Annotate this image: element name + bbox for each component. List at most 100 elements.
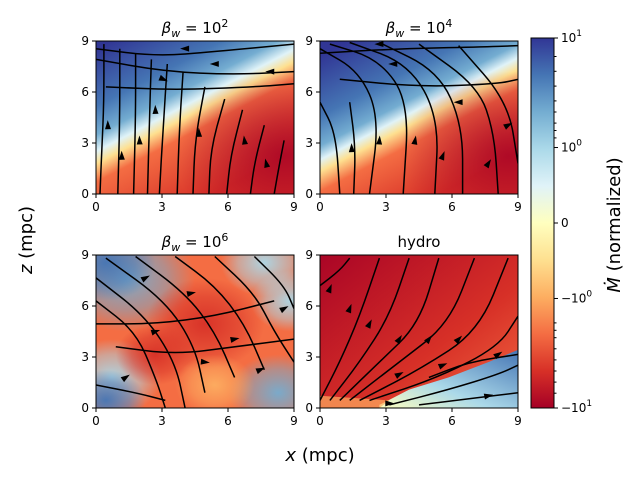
streamline bbox=[249, 125, 266, 194]
stream-arrow bbox=[348, 143, 355, 153]
stream-arrow bbox=[209, 60, 219, 67]
stream-arrow bbox=[105, 120, 111, 130]
stream-arrow bbox=[394, 371, 404, 379]
stream-arrow bbox=[376, 135, 383, 145]
y-tick-label: 3 bbox=[81, 136, 89, 150]
stream-arrow bbox=[242, 135, 248, 145]
y-tick-label: 9 bbox=[81, 34, 89, 48]
streamline bbox=[428, 353, 518, 379]
stream-arrow bbox=[255, 367, 265, 375]
panel-bw1e4: 0 3 6 9 0 3 6 9 βw = 104 bbox=[305, 17, 521, 214]
x-tick-label: 3 bbox=[382, 200, 390, 214]
streamline bbox=[96, 277, 186, 408]
streamline bbox=[339, 78, 518, 87]
y-tick-label: 6 bbox=[305, 85, 313, 99]
stream-arrow bbox=[411, 135, 418, 145]
colorbar-tick-label: 0 bbox=[561, 216, 569, 230]
y-tick-label: 6 bbox=[81, 299, 89, 313]
stream-arrow bbox=[136, 135, 143, 145]
colorbar-tick-label: 100 bbox=[561, 139, 582, 155]
stream-arrow bbox=[118, 150, 125, 160]
streamline bbox=[359, 257, 509, 402]
streamline bbox=[115, 338, 294, 354]
x-tick-label: 6 bbox=[448, 414, 456, 428]
stream-arrow bbox=[483, 393, 494, 400]
colorbar-tick-label: 101 bbox=[561, 29, 582, 45]
streamline bbox=[135, 255, 236, 378]
streamline bbox=[208, 98, 226, 194]
x-tick-label: 9 bbox=[514, 200, 522, 214]
streamline bbox=[273, 140, 285, 194]
panel-title: βw = 102 bbox=[161, 17, 229, 40]
x-tick-label: 3 bbox=[158, 414, 166, 428]
streamline bbox=[320, 257, 381, 401]
y-tick-label: 0 bbox=[305, 401, 313, 415]
x-tick-label: 9 bbox=[290, 200, 298, 214]
x-tick-label: 3 bbox=[158, 200, 166, 214]
streamline bbox=[146, 59, 153, 194]
stream-arrow bbox=[158, 74, 168, 82]
stream-arrow bbox=[186, 291, 196, 297]
panel-frame bbox=[319, 40, 519, 195]
stream-arrow bbox=[388, 60, 398, 67]
streamline bbox=[379, 41, 464, 194]
streamline bbox=[348, 102, 356, 194]
streamline bbox=[418, 391, 518, 406]
streamline bbox=[96, 300, 275, 325]
streamline bbox=[418, 43, 499, 194]
streamline bbox=[349, 257, 476, 401]
streamline bbox=[253, 255, 294, 309]
streamline bbox=[105, 83, 294, 90]
stream-arrow bbox=[365, 319, 372, 329]
y-tick-label: 6 bbox=[305, 299, 313, 313]
x-tick-label: 6 bbox=[448, 200, 456, 214]
streamline bbox=[132, 53, 137, 194]
panel-title: hydro bbox=[398, 233, 441, 251]
stream-arrow bbox=[150, 329, 161, 336]
stream-arrow bbox=[200, 358, 210, 365]
streamlines bbox=[320, 41, 518, 194]
heatmap-field bbox=[96, 41, 294, 194]
colorbar-label: Ṁ (normalized) bbox=[604, 157, 625, 292]
stream-arrow bbox=[152, 104, 159, 114]
stream-arrow bbox=[264, 158, 271, 168]
stream-arrow bbox=[437, 363, 448, 370]
y-tick-label: 9 bbox=[305, 248, 313, 262]
y-tick-label: 9 bbox=[305, 34, 313, 48]
stream-arrow bbox=[438, 151, 445, 161]
x-tick-label: 6 bbox=[224, 414, 232, 428]
stream-arrow bbox=[453, 99, 463, 106]
streamline bbox=[349, 41, 438, 194]
panel-frame bbox=[95, 40, 295, 195]
panel-hydro: 0 3 6 9 0 3 6 9 hydro bbox=[305, 233, 521, 428]
streamlines bbox=[96, 43, 294, 194]
heatmap-field bbox=[96, 255, 294, 408]
stream-arrow bbox=[180, 45, 190, 52]
streamline bbox=[117, 48, 121, 194]
streamline bbox=[105, 257, 206, 393]
streamlines bbox=[96, 255, 294, 408]
streamline bbox=[96, 43, 294, 56]
stream-arrow bbox=[453, 335, 463, 345]
x-tick-label: 6 bbox=[224, 200, 232, 214]
y-tick-label: 0 bbox=[305, 187, 313, 201]
y-tick-label: 3 bbox=[305, 136, 313, 150]
panel-frame bbox=[95, 254, 295, 409]
x-tick-label: 9 bbox=[290, 414, 298, 428]
streamline bbox=[158, 63, 169, 194]
streamlines bbox=[320, 257, 518, 407]
stream-arrow bbox=[345, 303, 352, 314]
colorbar-tick-label: −101 bbox=[561, 399, 592, 415]
streamline bbox=[192, 86, 206, 194]
stream-arrow bbox=[279, 306, 289, 314]
stream-arrow bbox=[230, 337, 240, 343]
x-tick-label: 0 bbox=[316, 414, 324, 428]
streamline bbox=[96, 58, 294, 75]
stream-arrow bbox=[374, 41, 384, 48]
x-tick-label: 0 bbox=[92, 200, 100, 214]
streamline bbox=[96, 300, 167, 408]
panel-title: βw = 104 bbox=[385, 17, 453, 40]
streamline bbox=[96, 384, 166, 402]
y-tick-label: 3 bbox=[305, 350, 313, 364]
x-tick-label: 0 bbox=[316, 200, 324, 214]
